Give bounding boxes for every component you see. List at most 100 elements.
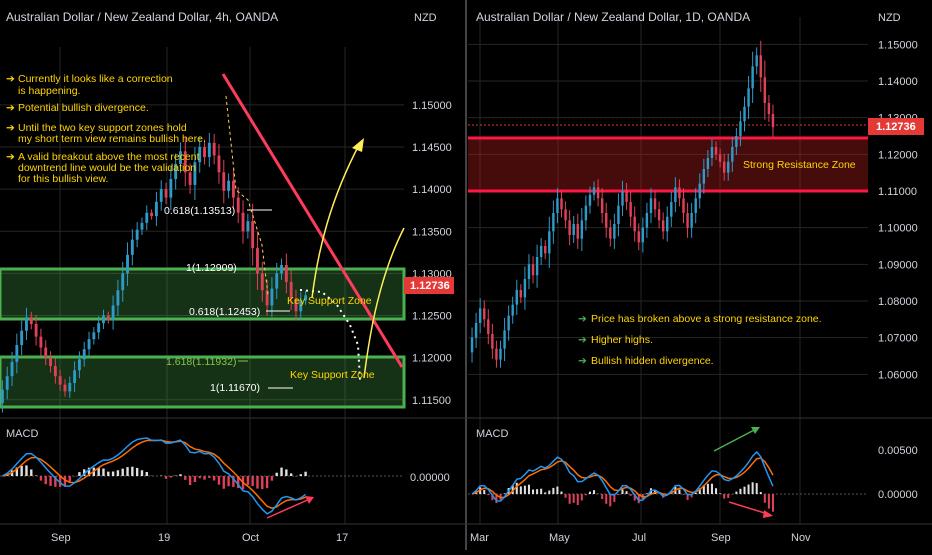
candle-body — [633, 216, 636, 232]
candle-body — [154, 201, 158, 217]
right-note-1: Price has broken above a strong resistan… — [591, 313, 822, 325]
candle-body — [68, 382, 72, 392]
candle-body — [280, 264, 283, 274]
candle-body — [621, 191, 624, 206]
candle-body — [474, 323, 478, 338]
candle-body — [39, 336, 43, 348]
candle-body — [246, 221, 250, 232]
candle-body — [140, 222, 144, 230]
candle-body — [174, 163, 178, 180]
candle-body — [222, 172, 226, 191]
candle-body — [491, 334, 494, 349]
candle-body — [548, 231, 551, 254]
candle-body — [686, 213, 689, 228]
candle-body — [289, 281, 293, 299]
left-candles — [0, 132, 308, 413]
candle-body — [25, 317, 28, 331]
right-x-label-jul: Jul — [632, 532, 646, 544]
candle-body — [478, 308, 482, 323]
left-chart-panel: ➔ Currently it looks like a correction is… — [0, 10, 466, 544]
note-arrow-icon: ➔ — [578, 313, 587, 325]
candle-body — [580, 220, 584, 239]
price-tick-label: 1.08000 — [878, 296, 918, 308]
candle-body — [97, 323, 101, 333]
candle-body — [241, 212, 245, 232]
candle-body — [34, 323, 38, 337]
macd-divergence-line — [266, 497, 313, 519]
candle-body — [15, 345, 19, 362]
candle-body — [527, 264, 531, 279]
candle-body — [150, 212, 154, 217]
right-macd-label: MACD — [476, 428, 508, 440]
candle-body — [179, 151, 182, 164]
right-x-label-sep: Sep — [711, 532, 731, 544]
candle-body — [92, 332, 96, 340]
candle-body — [735, 136, 738, 147]
macd-divergence-arrowhead — [305, 496, 314, 504]
candle-body — [106, 315, 110, 320]
candle-body — [29, 317, 33, 324]
candle-body — [251, 221, 255, 249]
candle-body — [236, 197, 240, 213]
candle-body — [605, 213, 608, 228]
right-grid — [468, 17, 868, 524]
candle-body — [188, 172, 192, 185]
right-x-label-mar: Mar — [470, 532, 489, 544]
note-4: A valid breakout above the most recent do… — [18, 151, 200, 185]
bullish-arrow-1-head — [352, 138, 364, 152]
candle-body — [653, 198, 657, 210]
note-1: Currently it looks like a correction is h… — [18, 73, 173, 97]
candle-body — [270, 288, 274, 306]
price-tick-label: 1.09000 — [878, 259, 918, 271]
downtrend-line — [221, 73, 404, 368]
right-x-label-may: May — [549, 532, 570, 544]
candle-body — [564, 209, 567, 221]
left-chart-title: Australian Dollar / New Zealand Dollar, … — [6, 10, 278, 24]
left-macd-label: MACD — [6, 428, 38, 440]
right-chart-title: Australian Dollar / New Zealand Dollar, … — [476, 10, 750, 24]
candle-body — [507, 315, 510, 331]
candle-body — [552, 213, 555, 232]
candle-body — [511, 304, 514, 316]
candle-body — [678, 187, 681, 199]
price-tick-label: 1.11000 — [878, 186, 917, 198]
candle-body — [568, 220, 571, 235]
candle-body — [763, 77, 767, 103]
candle-body — [294, 298, 298, 312]
fib-swing-line — [225, 95, 269, 296]
candle-body — [731, 147, 734, 162]
candle-body — [207, 142, 211, 158]
candle-body — [44, 347, 48, 358]
left-notes: ➔ Currently it looks like a correction is… — [6, 73, 206, 185]
note-arrow-icon: ➔ — [6, 151, 15, 163]
candle-body — [470, 337, 474, 353]
candle-body — [73, 370, 77, 383]
candle-body — [544, 246, 547, 254]
candle-body — [588, 194, 592, 206]
candle-body — [743, 106, 746, 122]
left-last-price-badge — [404, 277, 454, 294]
candle-body — [576, 224, 579, 239]
candle-body — [727, 161, 730, 173]
price-tick-label: 1.14000 — [412, 184, 452, 196]
candle-body — [49, 357, 52, 367]
fib-label-1: 0.618(1.13513) — [164, 205, 235, 217]
candle-body — [87, 339, 91, 350]
note-arrow-icon: ➔ — [578, 334, 587, 346]
price-tick-label: 1.07000 — [878, 333, 918, 345]
candle-body — [600, 198, 604, 213]
candle-body — [487, 319, 490, 334]
right-notes: ➔ Price has broken above a strong resist… — [578, 313, 822, 367]
left-price-axis[interactable]: NZD 1.150001.145001.140001.135001.130001… — [412, 12, 452, 407]
candle-body — [629, 202, 632, 217]
candle-body — [584, 205, 588, 221]
right-candles — [470, 40, 775, 368]
candle-body — [519, 290, 523, 298]
candle-body — [755, 55, 758, 67]
right-last-price: 1.12736 — [876, 121, 916, 133]
price-tick-label: 1.06000 — [878, 369, 918, 381]
right-price-axis[interactable]: NZD 1.150001.140001.130001.120001.110001… — [878, 12, 918, 381]
macd-hidden-div-arrowhead — [763, 510, 773, 518]
bullish-arrow-1 — [311, 142, 361, 299]
